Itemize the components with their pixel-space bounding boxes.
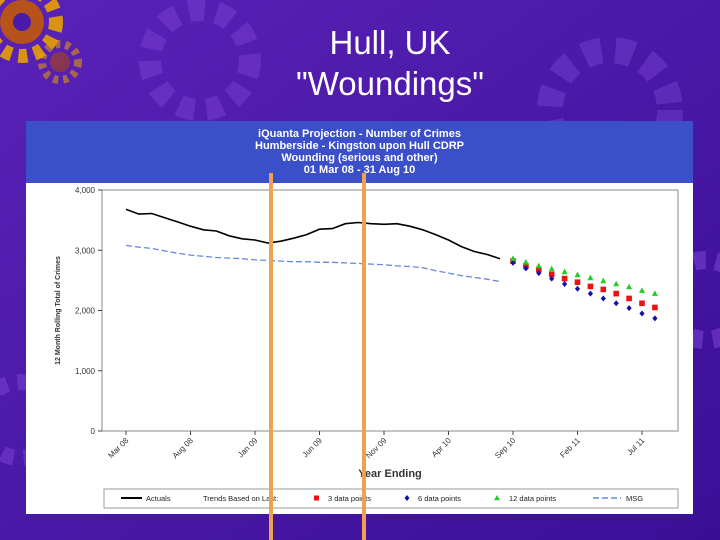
x-tick-label: Jun 09 <box>301 436 325 460</box>
series-line-actuals <box>125 208 501 260</box>
legend-label-msg: MSG <box>626 494 643 503</box>
chart-panel: iQuanta Projection - Number of Crimes Hu… <box>26 121 693 514</box>
data-point-6-data-points <box>536 270 542 277</box>
legend-label-3-data-points: 3 data points <box>328 494 371 503</box>
data-point-3-data-points <box>613 290 619 297</box>
x-tick-label: Mar 08 <box>106 436 130 460</box>
slide-title: Hull, UK "Woundings" <box>240 22 540 104</box>
x-axis-label: Year Ending <box>358 468 422 480</box>
data-point-3-data-points <box>548 271 555 278</box>
data-point-3-data-points <box>639 300 645 307</box>
y-tick-label: 1,000 <box>75 367 96 376</box>
data-point-12-data-points <box>561 268 568 275</box>
data-point-12-data-points <box>587 274 594 281</box>
data-point-3-data-points <box>561 275 568 282</box>
data-point-12-data-points <box>639 287 645 293</box>
x-tick-label: Nov 09 <box>364 436 389 461</box>
y-axis-label: 12 Month Rolling Total of Crimes <box>55 256 62 365</box>
data-point-6-data-points <box>587 290 593 297</box>
legend-label-12-data-points: 12 data points <box>509 494 556 503</box>
data-point-6-data-points <box>523 265 529 272</box>
legend-swatch-12-data-points <box>494 495 500 501</box>
chart-title-line: Humberside - Kingston upon Hull CDRP <box>255 140 464 152</box>
y-tick-label: 3,000 <box>75 246 96 255</box>
data-point-6-data-points <box>600 295 606 302</box>
data-point-6-data-points <box>613 300 619 307</box>
data-point-12-data-points <box>510 255 516 261</box>
slide-title-line-1: Hull, UK <box>329 24 451 61</box>
data-point-6-data-points <box>639 310 645 317</box>
data-point-12-data-points <box>613 280 620 287</box>
data-point-6-data-points <box>574 285 581 292</box>
data-point-6-data-points <box>562 280 568 287</box>
series-line-msg <box>125 244 501 283</box>
y-tick-label: 0 <box>91 427 96 436</box>
data-point-6-data-points <box>652 315 658 322</box>
data-point-6-data-points <box>510 259 516 266</box>
chart-title-block: iQuanta Projection - Number of Crimes Hu… <box>26 121 693 183</box>
legend-box <box>103 488 679 509</box>
slide-title-line-2: "Woundings" <box>296 65 484 102</box>
data-point-3-data-points <box>536 266 542 273</box>
legend-label-6-data-points: 6 data points <box>418 494 461 503</box>
chart-plot: 0 1,000 2,000 3,000 4,000 Mar 08 Aug 08 Jan 09 J… <box>55 186 679 509</box>
x-tick-label: Aug 08 <box>171 436 196 461</box>
data-point-12-data-points <box>522 259 529 265</box>
x-tick-label: Jan 09 <box>236 436 260 460</box>
data-point-3-data-points <box>626 295 632 302</box>
data-point-12-data-points <box>651 290 658 296</box>
chart-title-line: iQuanta Projection - Number of Crimes <box>258 128 461 140</box>
x-tick-label: Feb 11 <box>558 436 582 460</box>
gear-icon <box>0 0 63 63</box>
gear-icon <box>38 40 82 84</box>
x-tick-label: Sep 10 <box>493 436 518 461</box>
legend-swatch-3-data-points <box>314 495 319 501</box>
chart-title-line: 01 Mar 08 - 31 Aug 10 <box>303 164 416 176</box>
data-point-12-data-points <box>535 262 542 269</box>
gear-icon <box>139 0 261 121</box>
data-point-12-data-points <box>574 271 581 278</box>
legend-heading: Trends Based on Last: <box>203 494 278 503</box>
data-point-12-data-points <box>600 277 607 284</box>
x-tick-label: Apr 10 <box>430 436 453 459</box>
data-point-12-data-points <box>548 265 555 272</box>
data-point-6-data-points <box>626 305 632 312</box>
y-tick-label: 2,000 <box>75 307 96 316</box>
data-point-3-data-points <box>587 283 594 290</box>
data-point-12-data-points <box>626 283 633 290</box>
x-tick-label: Jul 11 <box>625 436 646 457</box>
y-tick-label: 4,000 <box>75 186 96 195</box>
data-point-3-data-points <box>600 286 607 293</box>
data-point-6-data-points <box>549 275 555 282</box>
data-point-3-data-points <box>574 279 581 285</box>
gear-icon <box>537 37 683 183</box>
legend-swatch-6-data-points <box>404 495 410 501</box>
chart-title-line: Wounding (serious and other) <box>281 152 438 164</box>
data-point-3-data-points <box>652 304 658 311</box>
legend-label-actuals: Actuals <box>146 494 171 503</box>
